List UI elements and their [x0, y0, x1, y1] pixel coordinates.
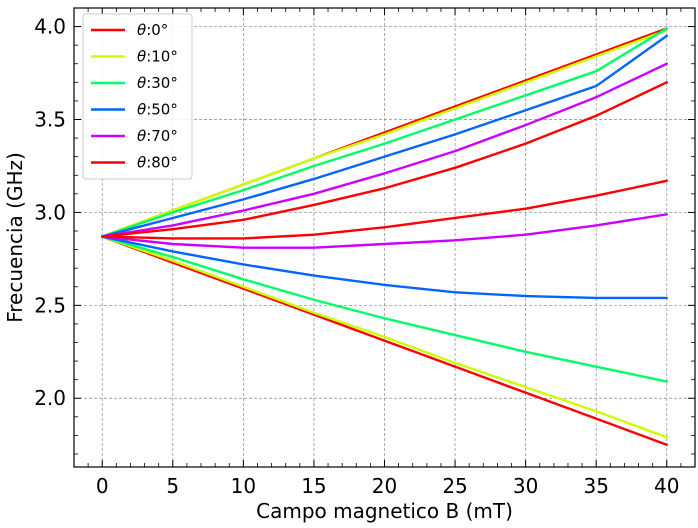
- legend-theta-symbol: θ: [137, 74, 146, 92]
- legend-label: θ:70°: [137, 127, 178, 145]
- tick-labels: 0 5 10 15 20 25 30 35 40 2.0 2.5 3.0 3.5 4.0: [34, 15, 679, 498]
- series-line-2-upper: [101, 27, 668, 238]
- legend-angle-text: :30°: [146, 74, 178, 92]
- plot-lines: [101, 27, 668, 446]
- legend-angle-text: :10°: [146, 48, 178, 66]
- y-tick-label: 3.5: [34, 107, 66, 131]
- y-tick-label: 3.0: [34, 200, 66, 224]
- legend-theta-symbol: θ: [137, 154, 146, 172]
- axis-ticks: [73, 7, 696, 467]
- legend-theta-symbol: θ: [137, 21, 146, 39]
- x-tick-label: 15: [301, 474, 326, 498]
- x-tick-label: 25: [442, 474, 467, 498]
- series-line-4-lower: [101, 213, 668, 249]
- x-tick-label: 40: [654, 474, 679, 498]
- series-line-2-lower: [101, 235, 668, 383]
- series-line-3-upper: [101, 34, 668, 238]
- legend-label: θ:50°: [137, 101, 178, 119]
- legend-angle-text: :80°: [146, 154, 178, 172]
- x-axis-title: Campo magnetico B (mT): [256, 499, 513, 523]
- x-tick-label: 10: [231, 474, 256, 498]
- legend-theta-symbol: θ: [137, 101, 146, 119]
- series-line-4-upper: [101, 62, 668, 238]
- y-tick-label: 4.0: [34, 15, 66, 39]
- x-tick-label: 35: [583, 474, 608, 498]
- legend-angle-text: :0°: [146, 21, 168, 39]
- legend-label: θ:30°: [137, 74, 178, 92]
- grid: [74, 8, 695, 467]
- x-tick-label: 5: [166, 474, 179, 498]
- series-line-1-upper: [101, 29, 668, 238]
- legend-angle-text: :50°: [146, 101, 178, 119]
- legend: θ:0°θ:10°θ:30°θ:50°θ:70°θ:80°: [82, 13, 193, 180]
- y-tick-label: 2.5: [34, 293, 66, 317]
- y-tick-label: 2.0: [34, 386, 66, 410]
- series-line-1-lower: [101, 235, 668, 439]
- legend-theta-symbol: θ: [137, 127, 146, 145]
- legend-label: θ:0°: [137, 21, 168, 39]
- series-line-5-upper: [101, 81, 668, 238]
- x-tick-label: 30: [513, 474, 538, 498]
- legend-label: θ:80°: [137, 154, 178, 172]
- series-line-0-lower: [101, 235, 668, 446]
- y-axis-title: Frecuencia (GHz): [3, 152, 27, 323]
- legend-theta-symbol: θ: [137, 48, 146, 66]
- x-tick-label: 20: [372, 474, 397, 498]
- legend-label: θ:10°: [137, 48, 178, 66]
- legend-angle-text: :70°: [146, 127, 178, 145]
- series-line-5-lower: [101, 179, 668, 240]
- x-tick-label: 0: [96, 474, 109, 498]
- legend-box: [82, 13, 193, 180]
- series-line-3-lower: [101, 235, 668, 300]
